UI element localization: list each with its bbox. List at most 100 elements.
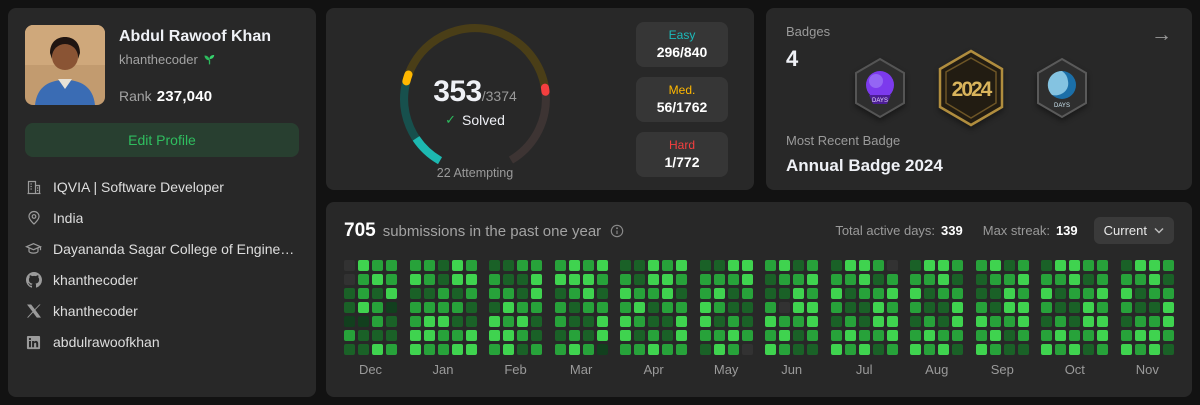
heatmap-cell[interactable] [1120,316,1132,327]
heatmap-cell[interactable] [699,260,711,271]
heatmap-cell[interactable] [807,316,819,327]
heatmap-cell[interactable] [844,316,856,327]
heatmap-cell[interactable] [807,302,819,313]
heatmap-cell[interactable] [409,316,421,327]
heatmap-cell[interactable] [517,288,529,299]
heatmap-cell[interactable] [372,344,383,355]
badge-50-days-2024[interactable]: DAYS [852,57,908,119]
heatmap-cell[interactable] [886,288,898,299]
heatmap-cell[interactable] [423,344,435,355]
heatmap-cell[interactable] [517,302,529,313]
heatmap-cell[interactable] [741,316,753,327]
heatmap-cell[interactable] [662,316,674,327]
heatmap-cell[interactable] [793,302,805,313]
heatmap-cell[interactable] [793,316,805,327]
heatmap-cell[interactable] [765,260,777,271]
heatmap-cell[interactable] [596,344,608,355]
heatmap-cell[interactable] [844,288,856,299]
heatmap-cell[interactable] [1162,260,1174,271]
heatmap-cell[interactable] [741,344,753,355]
heatmap-cell[interactable] [793,288,805,299]
heatmap-cell[interactable] [872,274,884,285]
profile-detail-row[interactable]: khanthecoder [25,272,299,288]
heatmap-cell[interactable] [1162,316,1174,327]
heatmap-cell[interactable] [517,344,529,355]
heatmap-cell[interactable] [910,274,922,285]
heatmap-cell[interactable] [662,344,674,355]
heatmap-cell[interactable] [975,344,987,355]
heatmap-cell[interactable] [372,316,383,327]
heatmap-cell[interactable] [437,274,449,285]
heatmap-cell[interactable] [844,344,856,355]
heatmap-cell[interactable] [952,330,964,341]
heatmap-cell[interactable] [489,288,501,299]
heatmap-cell[interactable] [765,330,777,341]
heatmap-cell[interactable] [989,274,1001,285]
heatmap-cell[interactable] [1148,274,1160,285]
heatmap-cell[interactable] [1003,316,1015,327]
heatmap-cell[interactable] [386,330,397,341]
heatmap-cell[interactable] [886,260,898,271]
heatmap-cell[interactable] [938,274,950,285]
heatmap-cell[interactable] [910,316,922,327]
heatmap-cell[interactable] [503,260,515,271]
heatmap-cell[interactable] [423,302,435,313]
heatmap-cell[interactable] [975,302,987,313]
heatmap-cell[interactable] [1055,260,1067,271]
heatmap-cell[interactable] [451,274,463,285]
heatmap-cell[interactable] [596,260,608,271]
heatmap-cell[interactable] [807,260,819,271]
heatmap-cell[interactable] [1097,316,1109,327]
heatmap-cell[interactable] [423,316,435,327]
heatmap-cell[interactable] [952,316,964,327]
heatmap-cell[interactable] [1162,288,1174,299]
heatmap-cell[interactable] [465,302,477,313]
heatmap-cell[interactable] [793,344,805,355]
heatmap-cell[interactable] [1017,316,1029,327]
heatmap-cell[interactable] [1041,316,1053,327]
heatmap-cell[interactable] [503,288,515,299]
heatmap-cell[interactable] [989,330,1001,341]
heatmap-cell[interactable] [830,288,842,299]
heatmap-cell[interactable] [465,316,477,327]
heatmap-cell[interactable] [554,316,566,327]
heatmap-cell[interactable] [554,344,566,355]
heatmap-cell[interactable] [727,260,739,271]
heatmap-cell[interactable] [1097,330,1109,341]
heatmap-cell[interactable] [699,330,711,341]
heatmap-cell[interactable] [844,274,856,285]
heatmap-cell[interactable] [1055,316,1067,327]
heatmap-cell[interactable] [437,288,449,299]
heatmap-cell[interactable] [554,330,566,341]
heatmap-cell[interactable] [830,302,842,313]
heatmap-cell[interactable] [1148,316,1160,327]
heatmap-cell[interactable] [858,260,870,271]
heatmap-cell[interactable] [727,344,739,355]
heatmap-cell[interactable] [372,274,383,285]
heatmap-cell[interactable] [503,344,515,355]
heatmap-cell[interactable] [409,330,421,341]
heatmap-cell[interactable] [910,344,922,355]
heatmap-cell[interactable] [1017,302,1029,313]
heatmap-cell[interactable] [358,260,369,271]
heatmap-cell[interactable] [1069,316,1081,327]
heatmap-cell[interactable] [727,302,739,313]
heatmap-cell[interactable] [779,302,791,313]
heatmap-cell[interactable] [989,260,1001,271]
heatmap-cell[interactable] [372,288,383,299]
badge-annual-2024[interactable]: 2024 [934,48,1008,128]
heatmap-cell[interactable] [676,344,688,355]
heatmap-cell[interactable] [451,344,463,355]
avatar[interactable] [25,25,105,105]
heatmap-cell[interactable] [699,344,711,355]
heatmap-cell[interactable] [713,330,725,341]
heatmap-cell[interactable] [886,274,898,285]
heatmap-cell[interactable] [858,288,870,299]
heatmap-cell[interactable] [517,330,529,341]
heatmap-cell[interactable] [676,260,688,271]
heatmap-cell[interactable] [989,288,1001,299]
heatmap-cell[interactable] [465,260,477,271]
heatmap-cell[interactable] [582,316,594,327]
heatmap-cell[interactable] [386,344,397,355]
heatmap-cell[interactable] [1017,344,1029,355]
